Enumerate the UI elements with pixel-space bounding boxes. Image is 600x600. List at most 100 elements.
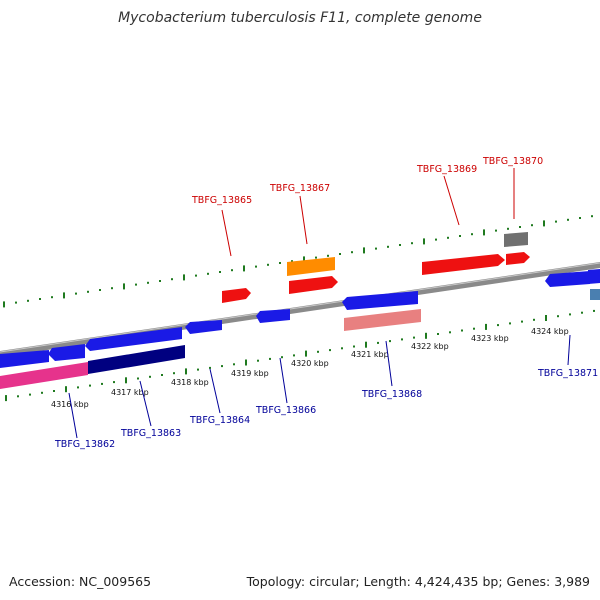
major-tick bbox=[363, 247, 365, 254]
gene-feature[interactable] bbox=[0, 362, 88, 389]
minor-tick bbox=[377, 341, 379, 344]
gene-feature[interactable] bbox=[504, 232, 528, 247]
gene-feature[interactable] bbox=[287, 257, 335, 276]
gene-feature[interactable] bbox=[545, 271, 590, 287]
gene-label-bottom[interactable]: TBFG_13864 bbox=[189, 415, 250, 426]
gene-feature[interactable] bbox=[256, 309, 290, 323]
minor-tick bbox=[147, 281, 149, 284]
backbone-highlight bbox=[0, 262, 600, 353]
leader-line bbox=[299, 195, 308, 245]
minor-tick bbox=[593, 309, 595, 312]
minor-tick bbox=[315, 256, 317, 259]
major-tick bbox=[63, 292, 65, 299]
major-tick bbox=[303, 256, 305, 263]
minor-tick bbox=[231, 269, 233, 272]
minor-tick bbox=[41, 391, 43, 394]
gene-feature[interactable] bbox=[590, 289, 600, 300]
minor-tick bbox=[51, 296, 53, 299]
leader-line bbox=[443, 175, 460, 226]
major-tick bbox=[183, 274, 185, 281]
minor-tick bbox=[339, 253, 341, 255]
minor-tick bbox=[293, 354, 295, 357]
major-tick bbox=[3, 301, 5, 308]
kbp-label: 4317 kbp bbox=[111, 388, 149, 397]
minor-tick bbox=[341, 347, 343, 350]
minor-tick bbox=[29, 393, 31, 396]
gene-label-bottom[interactable]: TBFG_13868 bbox=[361, 389, 422, 400]
kbp-labels: 4316 kbp 4317 kbp 4318 kbp 4319 kbp 4320… bbox=[51, 327, 569, 409]
map-title: Mycobacterium tuberculosis F11, complete… bbox=[118, 10, 482, 26]
leader-line bbox=[221, 209, 232, 257]
gene-feature[interactable] bbox=[344, 309, 421, 331]
kbp-label: 4318 kbp bbox=[171, 378, 209, 387]
minor-tick bbox=[375, 247, 377, 250]
leader-line bbox=[567, 334, 571, 366]
gene-feature[interactable] bbox=[0, 350, 49, 368]
minor-tick bbox=[221, 365, 223, 368]
minor-tick bbox=[75, 292, 77, 295]
gene-label-bottom[interactable]: TBFG_13871 bbox=[537, 368, 598, 379]
minor-tick bbox=[401, 338, 403, 341]
leader-line bbox=[385, 340, 393, 387]
minor-tick bbox=[569, 313, 571, 316]
gene-feature[interactable] bbox=[48, 344, 85, 361]
minor-tick bbox=[137, 377, 139, 380]
kbp-label: 4320 kbp bbox=[291, 359, 329, 368]
kbp-label: 4321 kbp bbox=[351, 350, 389, 359]
minor-tick bbox=[39, 298, 41, 300]
minor-tick bbox=[353, 345, 355, 348]
gene-feature[interactable] bbox=[185, 320, 222, 334]
minor-tick bbox=[581, 311, 583, 314]
gene-feature[interactable] bbox=[422, 254, 505, 275]
kbp-label: 4319 kbp bbox=[231, 369, 269, 378]
minor-tick bbox=[473, 327, 475, 330]
gene-feature[interactable] bbox=[342, 291, 418, 310]
lower-tick-row bbox=[5, 309, 595, 402]
minor-tick bbox=[533, 318, 535, 321]
forward-strand-genes bbox=[222, 232, 530, 303]
major-tick bbox=[483, 229, 485, 236]
minor-tick bbox=[519, 226, 521, 228]
minor-tick bbox=[111, 287, 113, 290]
gene-feature[interactable] bbox=[88, 345, 185, 374]
gene-label-top[interactable]: TBFG_13865 bbox=[191, 195, 252, 206]
gene-feature[interactable] bbox=[588, 269, 600, 284]
gene-feature[interactable] bbox=[85, 327, 182, 351]
minor-tick bbox=[173, 372, 175, 375]
major-tick bbox=[305, 350, 307, 357]
minor-tick bbox=[555, 220, 557, 223]
minor-tick bbox=[207, 272, 209, 275]
accession-text: Accession: NC_009565 bbox=[9, 574, 152, 589]
minor-tick bbox=[197, 368, 199, 371]
leader-line bbox=[209, 368, 221, 414]
minor-tick bbox=[87, 290, 89, 293]
minor-tick bbox=[281, 356, 283, 359]
minor-tick bbox=[89, 384, 91, 387]
gene-label-top[interactable]: TBFG_13870 bbox=[482, 156, 543, 167]
minor-tick bbox=[531, 224, 533, 227]
minor-tick bbox=[161, 374, 163, 376]
gene-label-bottom[interactable]: TBFG_13866 bbox=[255, 405, 316, 416]
minor-tick bbox=[509, 322, 511, 325]
minor-tick bbox=[135, 283, 137, 286]
minor-tick bbox=[471, 233, 473, 236]
minor-tick bbox=[591, 215, 593, 218]
minor-tick bbox=[459, 235, 461, 237]
minor-tick bbox=[461, 329, 463, 332]
major-tick bbox=[185, 368, 187, 375]
major-tick bbox=[545, 315, 547, 321]
major-tick bbox=[243, 265, 245, 272]
gene-label-bottom[interactable]: TBFG_13863 bbox=[120, 428, 181, 439]
gene-feature[interactable] bbox=[289, 276, 338, 294]
gene-feature[interactable] bbox=[222, 288, 251, 303]
major-tick bbox=[245, 359, 247, 366]
gene-label-top[interactable]: TBFG_13867 bbox=[269, 183, 330, 194]
minor-tick bbox=[269, 357, 271, 360]
major-tick bbox=[425, 332, 427, 339]
major-tick bbox=[5, 395, 7, 402]
gene-label-bottom[interactable]: TBFG_13862 bbox=[54, 439, 115, 450]
gene-feature[interactable] bbox=[506, 252, 530, 265]
topology-text: Topology: circular; Length: 4,424,435 bp… bbox=[246, 574, 590, 589]
gene-label-top[interactable]: TBFG_13869 bbox=[416, 164, 477, 175]
